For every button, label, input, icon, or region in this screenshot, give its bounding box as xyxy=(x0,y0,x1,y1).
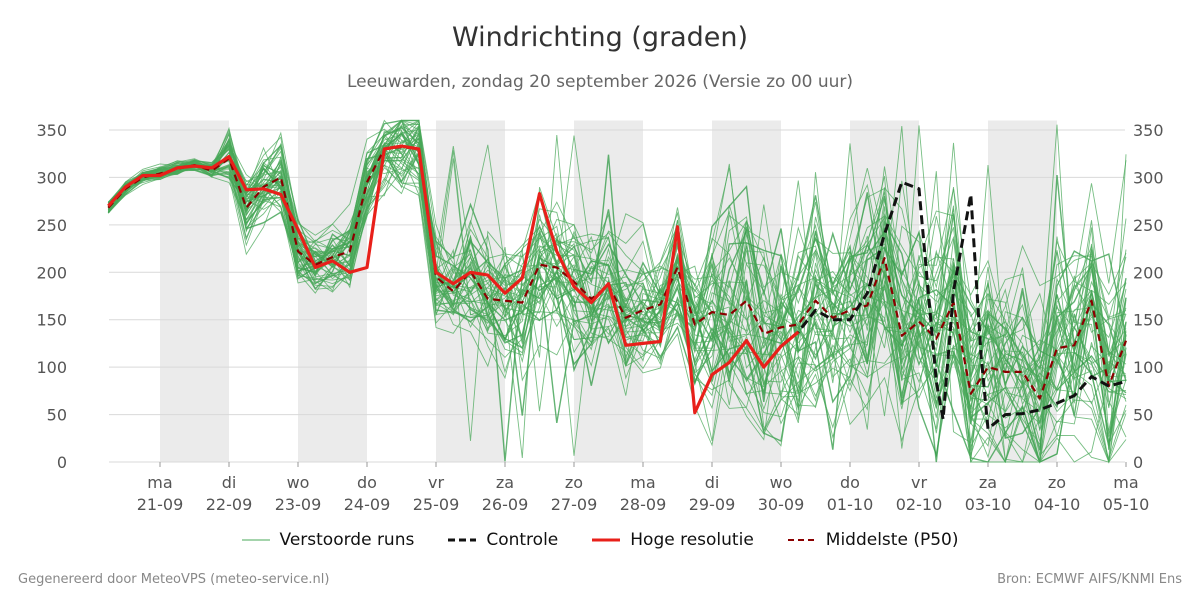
series-control xyxy=(780,180,1127,431)
legend-swatch-control xyxy=(448,538,477,542)
legend-swatch-hires xyxy=(592,538,621,542)
x-tick-date-28-09: 28-09 xyxy=(620,495,667,514)
ensemble-run-28 xyxy=(107,119,1127,464)
x-tick-date-04-10: 04-10 xyxy=(1034,495,1081,514)
y-tick-left-100: 100 xyxy=(36,358,67,377)
footer-source: Bron: ECMWF AIFS/KNMI Ens xyxy=(997,572,1182,587)
x-tick-day-23-09: wo xyxy=(287,473,310,492)
legend-label-hires: Hoge resolutie xyxy=(630,530,754,550)
x-tick-date-24-09: 24-09 xyxy=(344,495,391,514)
x-tick-day-22-09: di xyxy=(222,473,237,492)
y-tick-right-300: 300 xyxy=(1133,168,1164,187)
y-tick-left-150: 150 xyxy=(36,311,67,330)
series-hires xyxy=(107,144,800,415)
legend-label-control: Controle xyxy=(486,530,559,550)
x-tick-date-23-09: 23-09 xyxy=(275,495,322,514)
x-tick-day-02-10: vr xyxy=(911,473,927,492)
x-tick-date-25-09: 25-09 xyxy=(413,495,460,514)
legend: Verstoorde runs Controle Hoge resolutie … xyxy=(0,530,1200,550)
footer-generator: Gegenereerd door MeteoVPS (meteo-service… xyxy=(18,572,330,587)
x-tick-day-21-09: ma xyxy=(147,473,172,492)
ensemble-run-44 xyxy=(107,134,1127,437)
legend-item-median: Middelste (P50) xyxy=(787,530,959,550)
ensemble-run-45 xyxy=(107,130,1127,405)
y-tick-right-0: 0 xyxy=(1133,453,1143,472)
ensemble-run-32 xyxy=(107,144,1127,464)
legend-item-hires: Hoge resolutie xyxy=(592,530,754,550)
y-tick-right-350: 350 xyxy=(1133,121,1164,140)
chart-title: Windrichting (graden) xyxy=(451,22,749,53)
x-tick-date-02-10: 02-10 xyxy=(896,495,943,514)
x-tick-day-05-10: ma xyxy=(1113,473,1138,492)
x-tick-day-28-09: ma xyxy=(630,473,655,492)
legend-label-median: Middelste (P50) xyxy=(825,530,959,550)
chart-subtitle: Leeuwarden, zondag 20 september 2026 (Ve… xyxy=(346,72,854,92)
legend-label-ensemble: Verstoorde runs xyxy=(279,530,415,550)
ensemble-run-48 xyxy=(107,130,1127,459)
y-tick-right-100: 100 xyxy=(1133,358,1164,377)
ensemble-run-41 xyxy=(107,133,1127,461)
x-tick-day-26-09: za xyxy=(496,473,514,492)
y-tick-right-250: 250 xyxy=(1133,216,1164,235)
x-tick-day-30-09: wo xyxy=(770,473,793,492)
y-axis-right: 0 50 100 150 200 250 300 350 xyxy=(1133,121,1164,472)
ensemble-run-46 xyxy=(107,119,1127,411)
main-series xyxy=(107,144,1128,431)
y-tick-right-50: 50 xyxy=(1133,406,1153,425)
ensemble-run-15 xyxy=(107,142,1127,397)
legend-item-control: Controle xyxy=(448,530,558,550)
x-tick-day-24-09: do xyxy=(357,473,377,492)
y-tick-left-350: 350 xyxy=(36,121,67,140)
y-tick-left-200: 200 xyxy=(36,263,67,282)
x-tick-date-21-09: 21-09 xyxy=(137,495,184,514)
series-median xyxy=(107,146,1128,400)
x-tick-day-25-09: vr xyxy=(428,473,444,492)
ensemble-run-38 xyxy=(107,125,1127,459)
x-tick-date-29-09: 29-09 xyxy=(689,495,736,514)
x-axis: ma 21-09 di 22-09 wo 23-09 do 24-09 vr 25-09 za 26-… xyxy=(137,462,1150,514)
wind-direction-chart: 0 50 100 150 200 250 300 350 0 50 100 150 200 250 300… xyxy=(36,119,1164,514)
ensemble-run-36 xyxy=(107,133,1127,464)
y-tick-right-200: 200 xyxy=(1133,263,1164,282)
x-tick-date-27-09: 27-09 xyxy=(551,495,598,514)
legend-item-ensemble: Verstoorde runs xyxy=(241,530,415,550)
y-axis-left: 0 50 100 150 200 250 300 350 xyxy=(36,121,67,472)
x-tick-date-05-10: 05-10 xyxy=(1103,495,1150,514)
y-tick-left-0: 0 xyxy=(57,453,67,472)
x-tick-day-04-10: zo xyxy=(1048,473,1066,492)
legend-swatch-ensemble xyxy=(241,539,270,541)
y-tick-left-300: 300 xyxy=(36,168,67,187)
x-tick-date-26-09: 26-09 xyxy=(482,495,529,514)
x-tick-day-01-10: do xyxy=(840,473,860,492)
x-tick-date-30-09: 30-09 xyxy=(758,495,805,514)
x-tick-date-03-10: 03-10 xyxy=(965,495,1012,514)
x-tick-day-29-09: di xyxy=(705,473,720,492)
x-tick-day-03-10: za xyxy=(979,473,997,492)
y-tick-right-150: 150 xyxy=(1133,311,1164,330)
x-tick-date-01-10: 01-10 xyxy=(827,495,874,514)
legend-swatch-median xyxy=(787,539,816,541)
ensemble-run-37 xyxy=(107,128,1127,439)
ensemble-run-2 xyxy=(107,138,1127,458)
y-tick-left-250: 250 xyxy=(36,216,67,235)
x-tick-day-27-09: zo xyxy=(565,473,583,492)
x-tick-date-22-09: 22-09 xyxy=(206,495,253,514)
y-tick-left-50: 50 xyxy=(47,406,67,425)
